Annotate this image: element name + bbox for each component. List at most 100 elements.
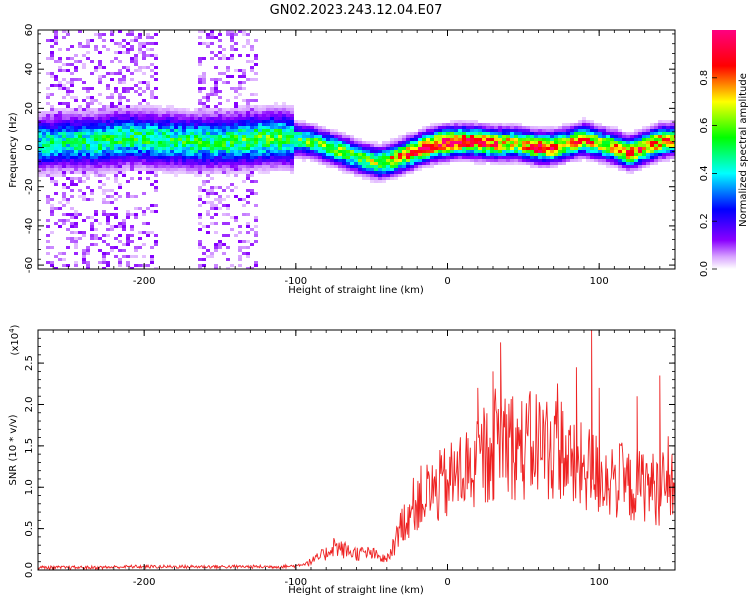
- spectrogram-cell: [110, 96, 114, 99]
- spectrogram-cell: [102, 120, 106, 123]
- spectrogram-cell: [102, 135, 106, 138]
- spectrogram-cell: [86, 147, 90, 150]
- spectrogram-cell: [114, 117, 118, 120]
- spectrogram-cell: [626, 156, 630, 159]
- spectrogram-cell: [58, 102, 62, 105]
- spectrogram-cell: [110, 159, 114, 162]
- spectrogram-cell: [310, 126, 314, 129]
- spectrogram-cell: [218, 39, 222, 42]
- spectrogram-cell: [102, 192, 106, 195]
- spectrogram-cell: [198, 99, 202, 102]
- spectrogram-cell: [114, 144, 118, 147]
- spectrogram-cell: [90, 117, 94, 120]
- spectrogram-cell: [530, 159, 534, 162]
- spectrogram-cell: [94, 48, 98, 51]
- spectrogram-cell: [550, 144, 554, 147]
- spectrogram-cell: [62, 222, 66, 225]
- spectrogram-cell: [242, 138, 246, 141]
- spectrogram-cell: [78, 159, 82, 162]
- spectrogram-cell: [54, 36, 58, 39]
- spectrogram-cell: [626, 171, 630, 174]
- spectrogram-cell: [650, 144, 654, 147]
- spectrogram-cell: [130, 123, 134, 126]
- spectrogram-cell: [186, 144, 190, 147]
- spectrogram-cell: [198, 63, 202, 66]
- spectrogram-cell: [134, 57, 138, 60]
- spectrogram-cell: [66, 123, 70, 126]
- spectrogram-cell: [246, 267, 250, 269]
- spectrogram-cell: [398, 171, 402, 174]
- spectrogram-cell: [306, 147, 310, 150]
- spectrogram-cell: [198, 108, 202, 111]
- spectrogram-cell: [538, 153, 542, 156]
- spectrogram-cell: [66, 141, 70, 144]
- spectrogram-cell: [218, 165, 222, 168]
- spectrogram-cell: [482, 153, 486, 156]
- spectrogram-cell: [78, 180, 82, 183]
- spectrogram-cell: [54, 171, 58, 174]
- spectrogram-cell: [618, 135, 622, 138]
- spectrogram-cell: [458, 123, 462, 126]
- spectrogram-cell: [82, 135, 86, 138]
- spectrogram-cell: [490, 129, 494, 132]
- spectrogram-cell: [54, 111, 58, 114]
- spectrogram-cell: [98, 165, 102, 168]
- spectrogram-cell: [194, 168, 198, 171]
- spectrogram-cell: [546, 156, 550, 159]
- spectrogram-cell: [206, 36, 210, 39]
- spectrogram-cell: [202, 81, 206, 84]
- spectrogram-cell: [382, 141, 386, 144]
- spectrogram-cell: [442, 156, 446, 159]
- spectrogram-cell: [570, 132, 574, 135]
- spectrogram-cell: [618, 168, 622, 171]
- spectrogram-cell: [346, 141, 350, 144]
- spectrogram-cell: [194, 174, 198, 177]
- spectrogram-cell: [130, 114, 134, 117]
- spectrogram-cell: [50, 39, 54, 42]
- spectrogram-cell: [246, 39, 250, 42]
- spectrogram-cell: [182, 120, 186, 123]
- spectrogram-cell: [654, 138, 658, 141]
- spectrogram-cell: [298, 135, 302, 138]
- spectrogram-cell: [122, 165, 126, 168]
- spectrogram-cell: [38, 162, 42, 165]
- spectrogram-cell: [202, 141, 206, 144]
- spectrogram-cell: [206, 201, 210, 204]
- spectrogram-cell: [254, 219, 258, 222]
- spectrogram-cell: [182, 132, 186, 135]
- spectrogram-cell: [174, 168, 178, 171]
- spectrogram-cell: [154, 108, 158, 111]
- spectrogram-cell: [338, 165, 342, 168]
- spectrogram-cell: [570, 144, 574, 147]
- spectrogram-cell: [614, 165, 618, 168]
- spectrogram-cell: [386, 171, 390, 174]
- spectrogram-cell: [654, 129, 658, 132]
- spectrogram-cell: [110, 162, 114, 165]
- spectrogram-cell: [102, 117, 106, 120]
- spectrogram-cell: [662, 159, 666, 162]
- spectrogram-cell: [90, 72, 94, 75]
- x-tick-label: -200: [133, 276, 156, 287]
- spectrogram-cell: [430, 156, 434, 159]
- spectrogram-cell: [254, 162, 258, 165]
- spectrogram-cell: [114, 150, 118, 153]
- spectrogram-cell: [246, 162, 250, 165]
- spectrogram-cell: [178, 162, 182, 165]
- spectrogram-cell: [362, 174, 366, 177]
- spectrogram-cell: [450, 144, 454, 147]
- spectrogram-cell: [386, 144, 390, 147]
- spectrogram-cell: [558, 135, 562, 138]
- spectrogram-cell: [650, 156, 654, 159]
- spectrogram-cell: [238, 225, 242, 228]
- spectrogram-cell: [282, 108, 286, 111]
- spectrogram-cell: [114, 237, 118, 240]
- spectrogram-cell: [482, 135, 486, 138]
- spectrogram-cell: [122, 114, 126, 117]
- spectrogram-cell: [302, 150, 306, 153]
- spectrogram-cell: [394, 162, 398, 165]
- spectrogram-cell: [234, 153, 238, 156]
- spectrogram-cell: [154, 156, 158, 159]
- spectrogram-cell: [86, 150, 90, 153]
- spectrogram-cell: [670, 147, 674, 150]
- spectrogram-cell: [286, 105, 290, 108]
